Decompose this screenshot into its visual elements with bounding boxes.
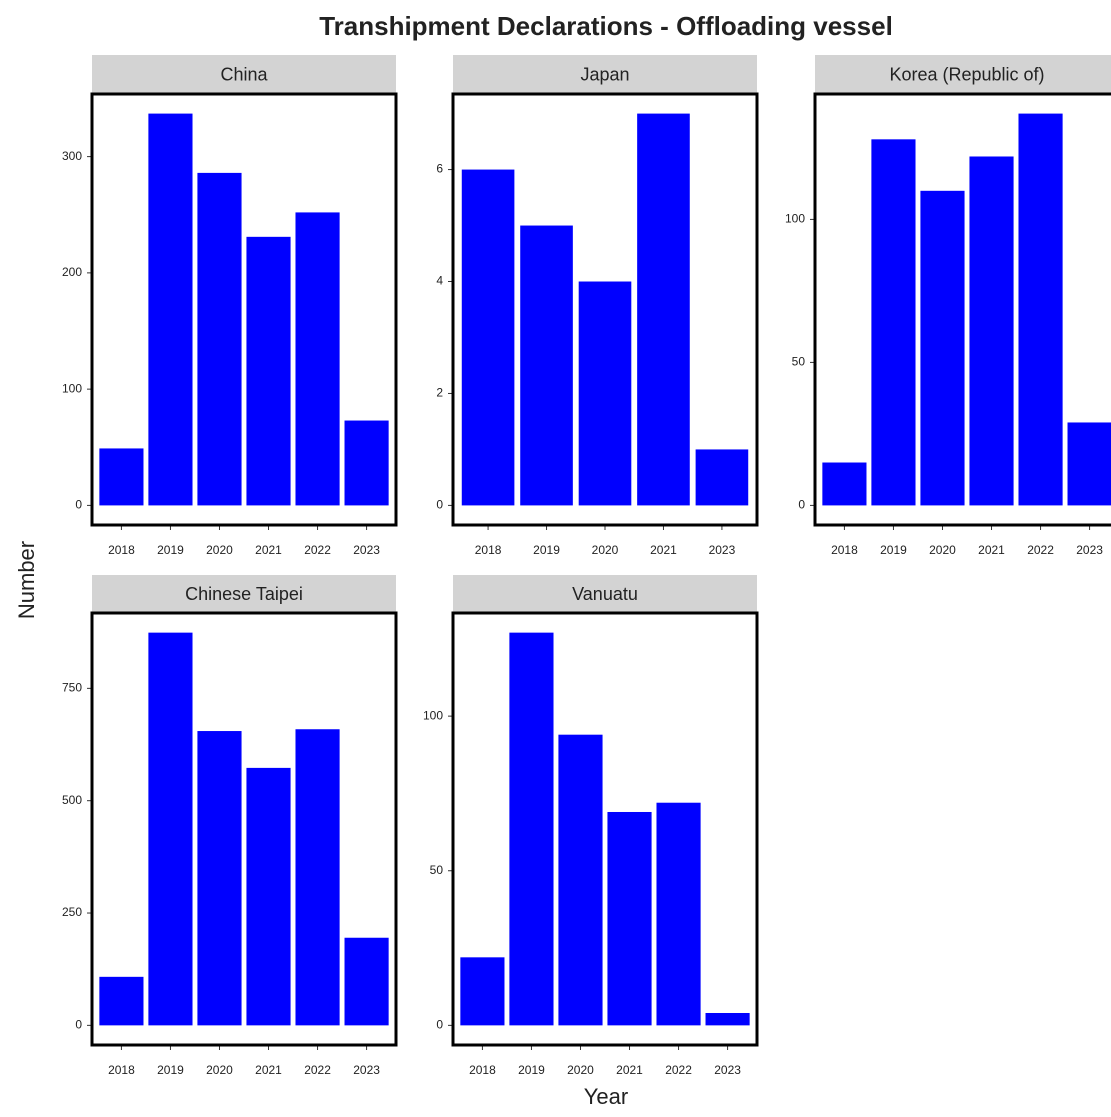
bar [871, 139, 916, 506]
panel-title: China [220, 64, 268, 84]
strip [92, 55, 396, 94]
chart-title: Transhipment Declarations - Offloading v… [319, 11, 893, 41]
x-tick-label: 2018 [469, 1063, 496, 1077]
bar [656, 802, 701, 1026]
x-tick-label: 2022 [304, 543, 331, 557]
x-tick-label: 2020 [592, 543, 619, 557]
x-tick-label: 2020 [567, 1063, 594, 1077]
bar [1018, 113, 1063, 506]
panel-border [90, 611, 398, 1047]
x-tick-label: 2021 [255, 1063, 282, 1077]
bar [197, 731, 242, 1026]
x-tick-label: 2019 [533, 543, 560, 557]
y-tick-label: 200 [62, 265, 82, 279]
x-tick-label: 2022 [665, 1063, 692, 1077]
y-tick-label: 100 [785, 212, 805, 226]
y-tick-label: 6 [436, 162, 443, 176]
panel-title: Vanuatu [572, 584, 638, 604]
bar [520, 225, 573, 506]
panel-border [90, 92, 398, 527]
y-tick-label: 750 [62, 681, 82, 695]
x-tick-label: 2020 [206, 1063, 233, 1077]
x-tick-label: 2023 [714, 1063, 741, 1077]
strip [815, 55, 1111, 94]
y-tick-label: 2 [436, 386, 443, 400]
x-tick-label: 2021 [255, 543, 282, 557]
bar [295, 212, 340, 506]
y-tick-label: 0 [436, 498, 443, 512]
x-tick-label: 2021 [978, 543, 1005, 557]
x-tick-label: 2023 [353, 1063, 380, 1077]
bar [558, 734, 603, 1026]
y-axis-label: Number [14, 541, 39, 619]
strip [453, 575, 757, 613]
bar [637, 113, 690, 506]
bar [578, 281, 632, 506]
y-tick-label: 0 [75, 498, 82, 512]
y-tick-label: 100 [423, 708, 443, 722]
x-tick-label: 2023 [709, 543, 736, 557]
bar [1067, 422, 1111, 506]
strip [453, 55, 757, 94]
bar [705, 1012, 750, 1026]
strip [92, 575, 396, 613]
x-tick-label: 2018 [475, 543, 502, 557]
bar [509, 632, 554, 1026]
y-tick-label: 0 [798, 498, 805, 512]
bar [99, 976, 144, 1026]
x-tick-label: 2019 [157, 543, 184, 557]
panel-title: Korea (Republic of) [889, 64, 1044, 84]
x-axis-label: Year [584, 1084, 628, 1109]
x-tick-label: 2023 [1076, 543, 1103, 557]
bar [344, 937, 389, 1026]
bar [920, 190, 965, 506]
y-tick-label: 0 [436, 1018, 443, 1032]
bar [246, 236, 291, 506]
x-tick-label: 2022 [1027, 543, 1054, 557]
x-tick-label: 2020 [206, 543, 233, 557]
y-tick-label: 4 [436, 274, 443, 288]
y-tick-label: 250 [62, 905, 82, 919]
bar [822, 462, 867, 506]
y-tick-label: 500 [62, 793, 82, 807]
x-tick-label: 2018 [108, 1063, 135, 1077]
y-tick-label: 50 [430, 863, 444, 877]
bar [460, 957, 505, 1026]
bar [246, 767, 291, 1026]
x-tick-label: 2021 [616, 1063, 643, 1077]
x-tick-label: 2020 [929, 543, 956, 557]
x-tick-label: 2019 [880, 543, 907, 557]
x-tick-label: 2021 [650, 543, 677, 557]
bar [461, 169, 515, 506]
bar [969, 156, 1014, 506]
panel-title: Chinese Taipei [185, 584, 303, 604]
bar [197, 172, 242, 506]
bar [295, 729, 340, 1026]
bar [148, 632, 193, 1026]
x-tick-label: 2019 [157, 1063, 184, 1077]
y-tick-label: 100 [62, 381, 82, 395]
y-tick-label: 300 [62, 149, 82, 163]
y-tick-label: 0 [75, 1018, 82, 1032]
bar [695, 449, 749, 506]
x-tick-label: 2022 [304, 1063, 331, 1077]
panel-title: Japan [580, 64, 629, 84]
x-tick-label: 2023 [353, 543, 380, 557]
bar [99, 448, 144, 506]
bar [148, 113, 193, 506]
panel-border [813, 92, 1111, 527]
x-tick-label: 2018 [108, 543, 135, 557]
x-tick-label: 2018 [831, 543, 858, 557]
bar [607, 811, 652, 1026]
x-tick-label: 2019 [518, 1063, 545, 1077]
panel-border [451, 611, 759, 1047]
bar [344, 420, 389, 506]
panel-border [451, 92, 759, 527]
y-tick-label: 50 [792, 355, 806, 369]
